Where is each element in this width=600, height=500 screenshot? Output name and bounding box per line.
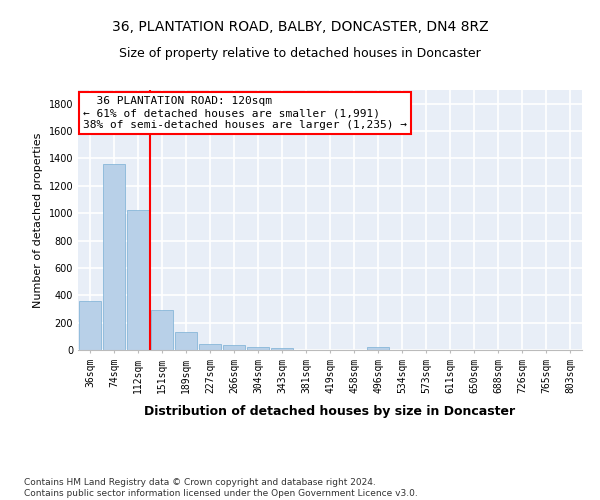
Bar	[271, 348, 293, 350]
Bar	[223, 345, 245, 350]
Bar	[247, 347, 269, 350]
Text: 36 PLANTATION ROAD: 120sqm
← 61% of detached houses are smaller (1,991)
38% of s: 36 PLANTATION ROAD: 120sqm ← 61% of deta…	[83, 96, 407, 130]
Bar	[103, 164, 125, 350]
Text: Contains HM Land Registry data © Crown copyright and database right 2024.
Contai: Contains HM Land Registry data © Crown c…	[24, 478, 418, 498]
Bar	[175, 332, 197, 350]
Bar	[151, 310, 173, 350]
Y-axis label: Number of detached properties: Number of detached properties	[33, 132, 43, 308]
Text: Distribution of detached houses by size in Doncaster: Distribution of detached houses by size …	[145, 405, 515, 418]
Bar	[79, 302, 101, 350]
Text: 36, PLANTATION ROAD, BALBY, DONCASTER, DN4 8RZ: 36, PLANTATION ROAD, BALBY, DONCASTER, D…	[112, 20, 488, 34]
Text: Size of property relative to detached houses in Doncaster: Size of property relative to detached ho…	[119, 48, 481, 60]
Bar	[199, 344, 221, 350]
Bar	[127, 210, 149, 350]
Bar	[367, 348, 389, 350]
